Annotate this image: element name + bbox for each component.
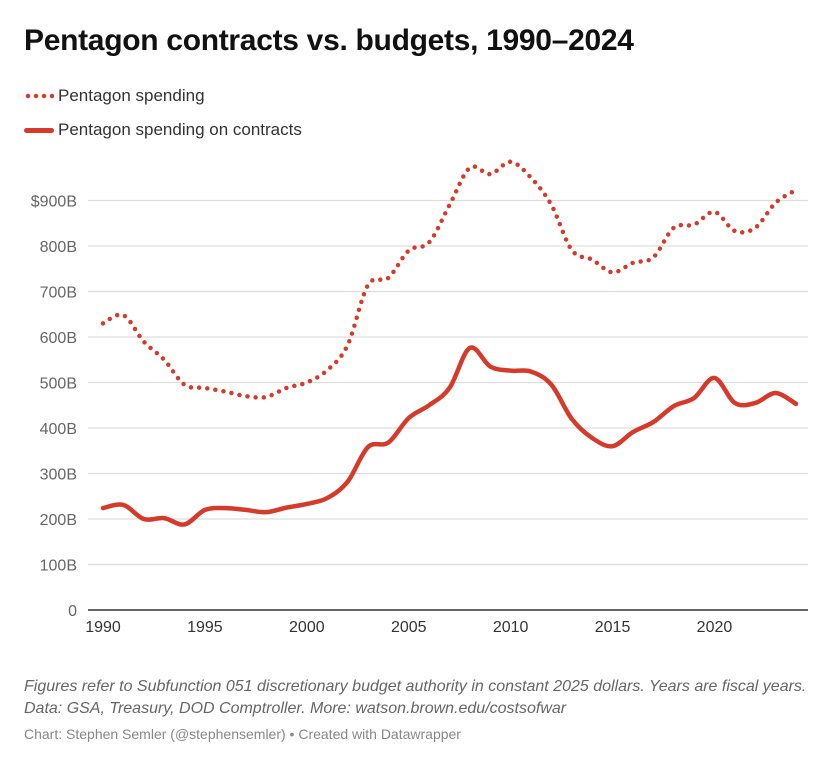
y-tick-label: $900B [31, 194, 77, 211]
dotted-line-swatch-icon [24, 93, 54, 99]
y-axis-ticks: 0 100B 200B 300B 400B 500B 600B 700B 800B $900B [31, 194, 77, 621]
y-tick-label: 500B [40, 376, 77, 393]
x-tick-label: 2000 [289, 619, 325, 636]
x-tick-label: 2005 [391, 619, 427, 636]
x-tick-label: 1990 [85, 619, 121, 636]
y-tick-label: 300B [40, 467, 77, 484]
line-chart: 0 100B 200B 300B 400B 500B 600B 700B 800B $900B 1… [31, 159, 808, 636]
y-tick-label: 700B [40, 285, 77, 302]
series-line-contracts [100, 345, 799, 527]
chart-credit: Chart: Stephen Semler (@stephensemler) •… [24, 726, 461, 742]
y-tick-label: 400B [40, 421, 77, 438]
chart-title: Pentagon contracts vs. budgets, 1990–202… [24, 24, 634, 57]
x-axis-ticks: 1990 1995 2000 2005 2010 2015 2020 [85, 619, 732, 636]
x-tick-label: 1995 [187, 619, 223, 636]
chart-notes: Figures refer to Subfunction 051 discret… [24, 678, 807, 717]
x-tick-label: 2015 [595, 619, 631, 636]
y-tick-label: 200B [40, 512, 77, 529]
solid-line-swatch-icon [24, 127, 54, 133]
legend-item-pentagon-spending: Pentagon spending [24, 86, 205, 106]
y-tick-label: 600B [40, 330, 77, 347]
series-lines [100, 159, 799, 527]
y-tick-label: 800B [40, 239, 77, 256]
y-tick-label: 0 [68, 603, 77, 620]
x-tick-label: 2020 [697, 619, 733, 636]
x-tick-label: 2010 [493, 619, 529, 636]
legend-label: Pentagon spending [58, 86, 205, 105]
series-line-pentagon-spending [100, 159, 799, 400]
legend-label: Pentagon spending on contracts [58, 120, 302, 139]
gridlines [88, 199, 808, 611]
legend-item-contracts: Pentagon spending on contracts [24, 120, 302, 140]
y-tick-label: 100B [40, 558, 77, 575]
